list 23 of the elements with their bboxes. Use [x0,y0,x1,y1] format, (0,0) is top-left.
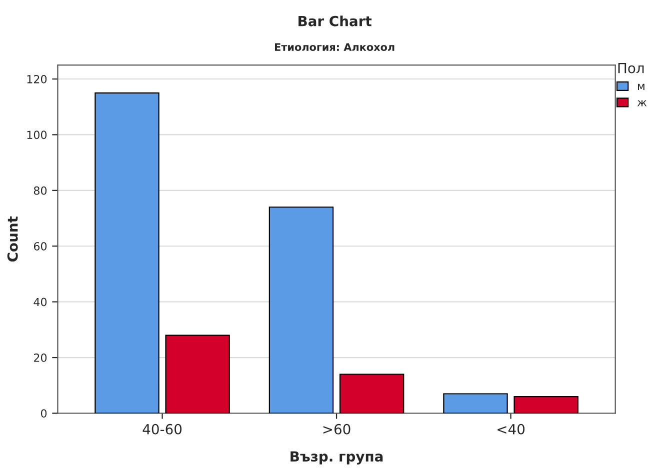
bar [339,374,404,414]
legend-title: Пол [618,62,644,74]
y-tick-label: 40 [34,298,47,306]
y-axis-title: Count [7,216,18,262]
y-tick-label: 20 [34,354,47,362]
legend-label: ж [637,100,647,106]
y-tick-label: 80 [34,186,47,195]
y-tick-label: 0 [40,409,47,418]
x-tick-label: <40 [498,424,525,434]
y-tick-label: 120 [27,74,47,84]
x-tick-label: 40-60 [142,424,182,434]
bar [514,396,578,414]
y-tick-label: 100 [27,130,47,140]
y-tick-label: 60 [34,242,47,251]
chart-subtitle: Етиология: Алкохол [275,43,394,51]
x-tick-label: >60 [323,424,350,434]
bar [165,334,230,414]
chart-title: Bar Chart [298,16,372,26]
bar [94,92,160,414]
legend-label: м [638,84,644,90]
x-axis-title: Възр. група [290,451,383,464]
bar [268,206,334,414]
bar [443,393,508,414]
